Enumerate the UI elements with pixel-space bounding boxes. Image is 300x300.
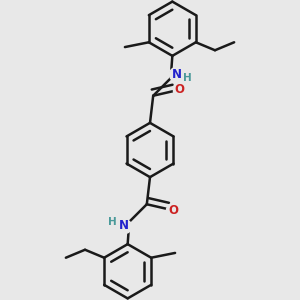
Text: O: O bbox=[175, 83, 185, 96]
Text: H: H bbox=[108, 217, 117, 227]
Text: N: N bbox=[172, 68, 182, 81]
Text: H: H bbox=[183, 73, 192, 83]
Text: O: O bbox=[168, 204, 178, 217]
Text: N: N bbox=[118, 219, 128, 232]
